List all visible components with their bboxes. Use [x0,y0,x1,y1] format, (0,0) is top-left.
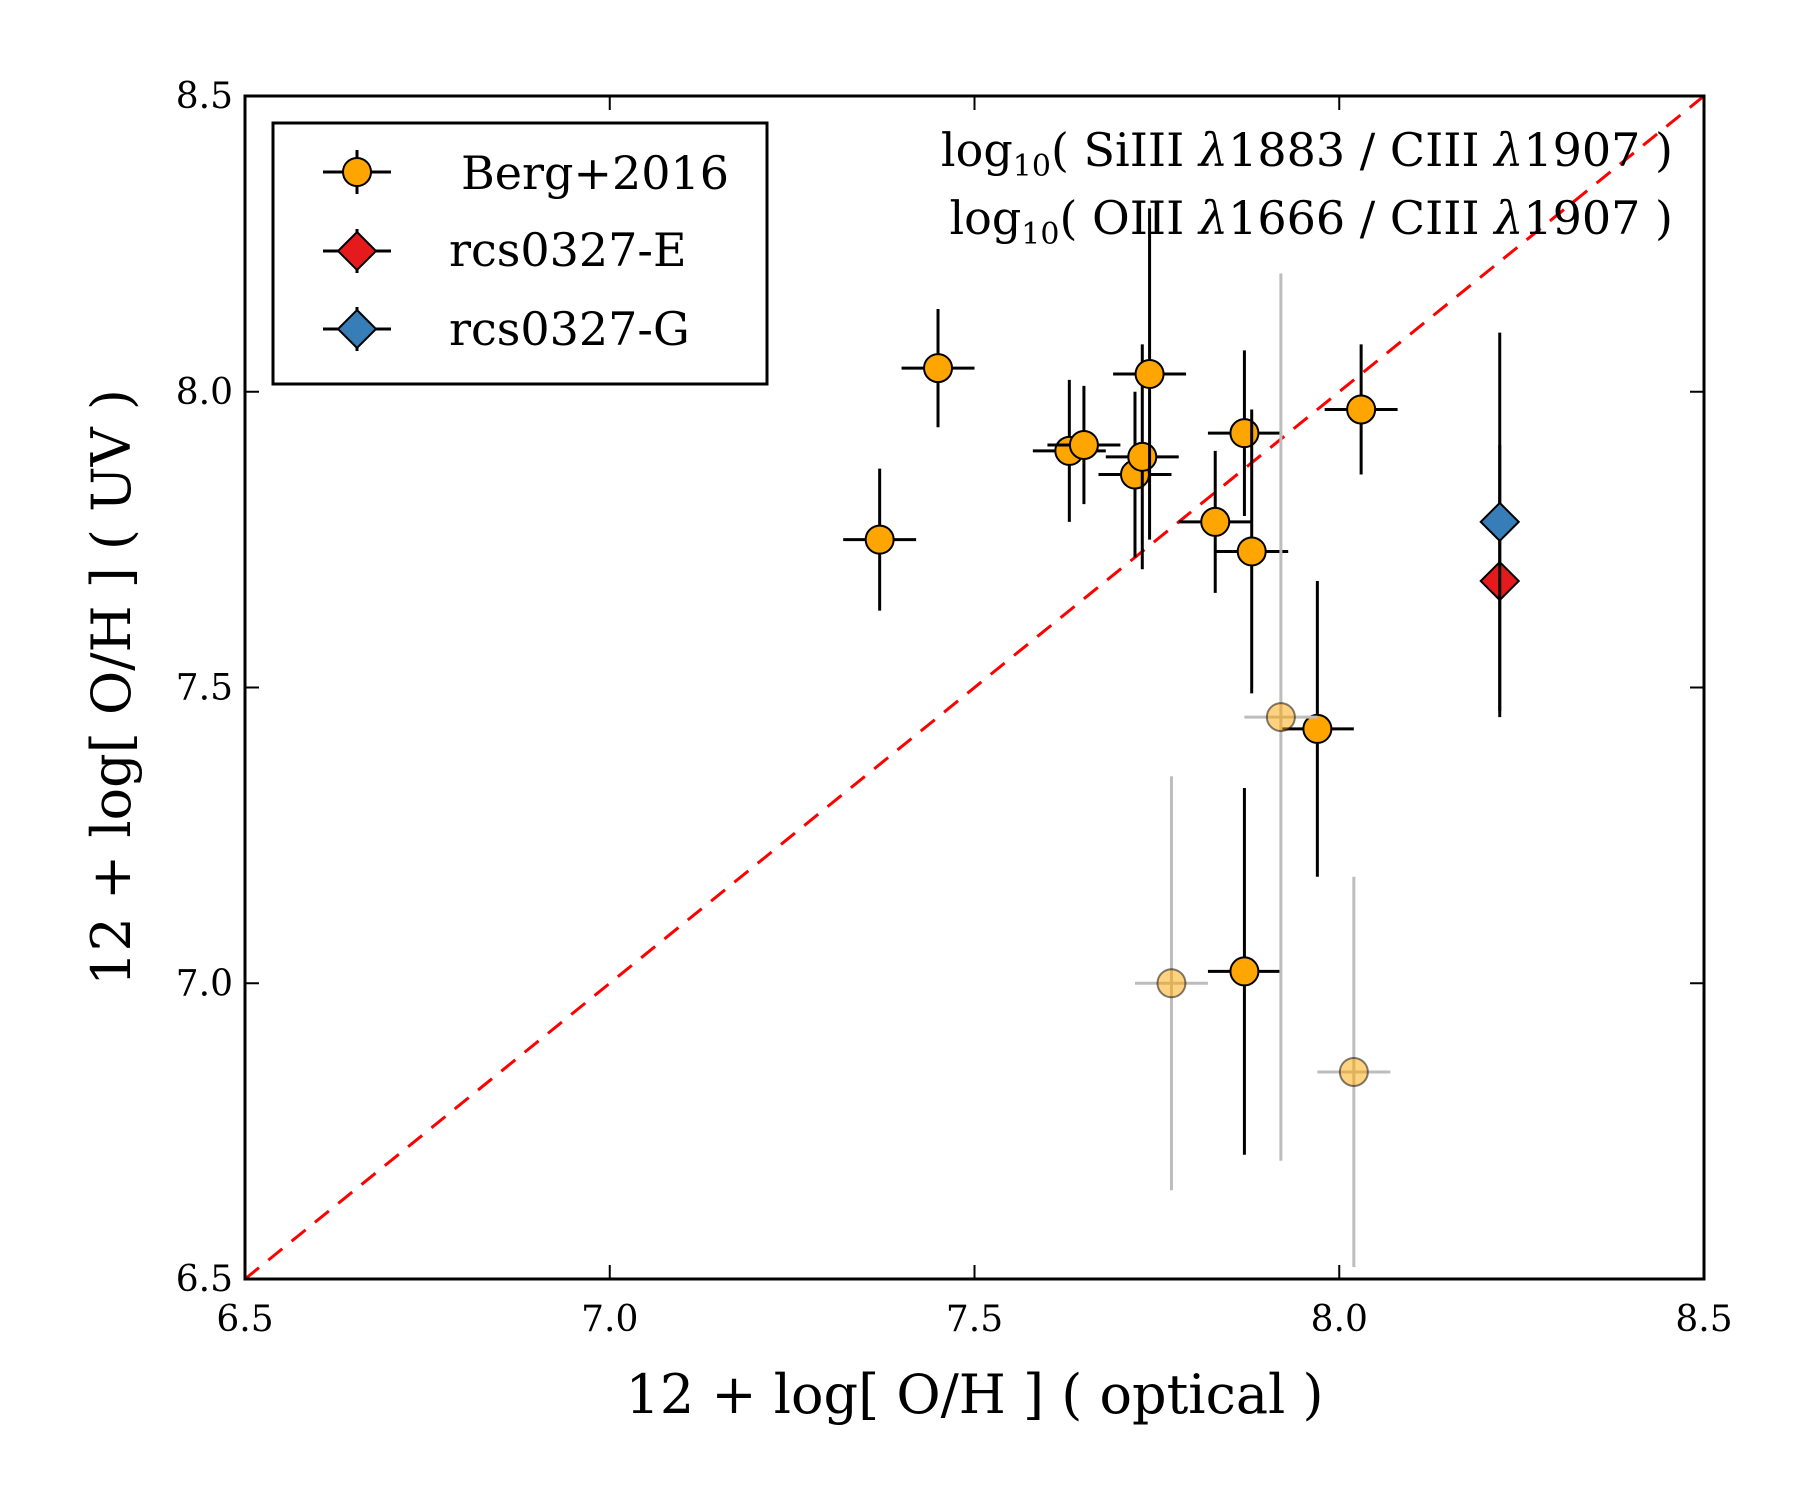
anno2-a: ( OIII [1059,191,1198,245]
marker-berg-2016 [923,353,954,384]
marker-berg-2016 [864,524,895,555]
anno2-prefix: log [949,191,1021,245]
legend-marker-rcs0327-e [323,229,391,273]
data-point-berg-2016-limits [1244,273,1318,1161]
x-tick-label: 7.5 [946,1299,1003,1340]
anno2-c: 1907 ) [1523,191,1673,245]
marker-berg-2016-limits [1156,968,1187,999]
y-tick-label: 8.0 [176,372,233,413]
anno1-a: ( SiIII [1051,123,1199,177]
legend: Berg+2016 rcs0327-E rcs0327-G [271,121,769,386]
data-point-berg-2016-limits [1134,776,1208,1191]
anno1-b: 1883 / CIII [1228,123,1494,177]
data-point-berg-2016 [1178,450,1252,593]
marker-berg-2016 [1134,359,1165,390]
marker-berg-2016-limits [1265,702,1296,733]
y-axis-label: 12 + log[ O/H ] ( UV ) [80,389,143,986]
data-point-berg-2016 [1113,208,1187,540]
x-tick-label: 8.0 [1311,1299,1368,1340]
data-point-berg-2016 [843,468,917,611]
one-to-one-line [244,94,1705,1281]
y-tick-label: 8.5 [176,76,233,117]
marker-berg-2016 [1229,956,1260,987]
data-point-berg-2016 [1280,581,1354,877]
anno1-c: 1907 ) [1523,123,1673,177]
data-point-rcs0327-g [1479,332,1521,712]
marker-berg-2016-limits [1338,1056,1369,1087]
data-point-berg-2016-limits [1317,876,1391,1268]
y-tick-label: 7.0 [176,963,233,1004]
marker-berg-2016 [1068,429,1099,460]
anno1-lambda: λ [1197,123,1228,177]
x-tick-label: 8.5 [1675,1299,1732,1340]
marker-rcs0327-g [1479,501,1521,543]
legend-label-rcs0327-e: rcs0327-E [449,223,687,277]
marker-berg-2016 [1236,536,1267,567]
legend-symbol [336,230,378,272]
data-point-berg-2016 [901,308,975,428]
marker-berg-2016 [1302,713,1333,744]
anno2-b: 1666 / CIII [1228,191,1494,245]
anno2-lambda2: λ [1492,191,1523,245]
data-point-berg-2016 [1215,409,1289,694]
x-tick-label: 6.5 [216,1299,273,1340]
annotation-line-2: log10( OIII λ1666 / CIII λ1907 ) [949,191,1673,252]
x-tick-label: 7.0 [581,1299,638,1340]
x-axis-label: 12 + log[ O/H ] ( optical ) [625,1363,1323,1426]
marker-berg-2016 [1346,394,1377,425]
marker-berg-2016 [1229,418,1260,449]
legend-marker-rcs0327-g [323,307,391,351]
marker-berg-2016 [1127,441,1158,472]
anno2-sub: 10 [1021,217,1059,252]
anno1-lambda2: λ [1492,123,1523,177]
annotation-line-1: log10( SiIII λ1883 / CIII λ1907 ) [941,123,1673,184]
marker-berg-2016 [1200,506,1231,537]
legend-label-rcs0327-g: rcs0327-G [449,302,690,356]
legend-label-berg: Berg+2016 [461,146,729,200]
data-point-berg-2016 [1207,788,1281,1155]
y-tick-label: 7.5 [176,668,233,709]
data-point-berg-2016 [1324,344,1398,475]
legend-symbol [342,157,372,187]
anno2-lambda: λ [1197,191,1228,245]
legend-marker-berg-2016 [323,150,391,194]
data-point-berg-2016 [1047,385,1121,505]
y-tick-label: 6.5 [176,1259,233,1300]
anno1-sub: 10 [1013,149,1051,184]
anno1-prefix: log [941,123,1013,177]
legend-symbol [336,308,378,350]
